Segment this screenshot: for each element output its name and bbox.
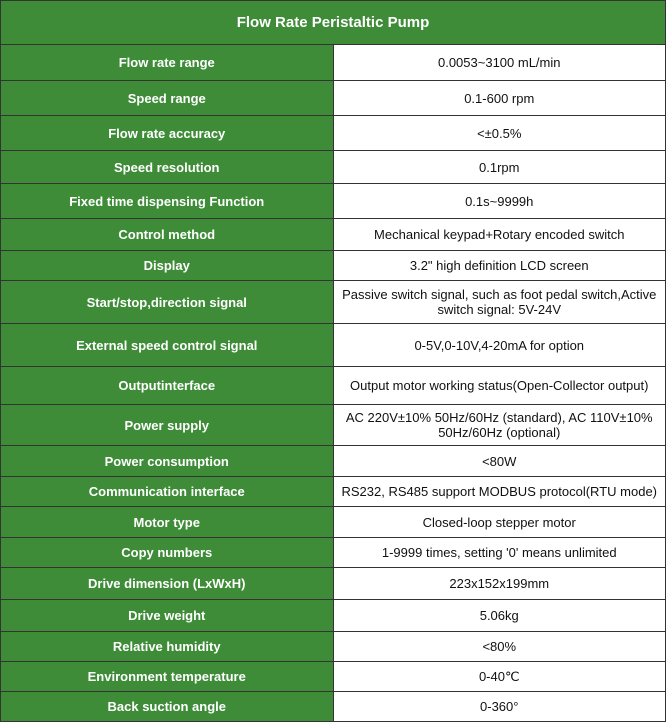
spec-value: 1-9999 times, setting '0' means unlimite…	[332, 537, 666, 568]
spec-rows: Flow rate range 0.0053~3100 mL/min Speed r…	[0, 44, 666, 722]
spec-label: Drive weight	[0, 599, 334, 632]
table-row: Flow rate range 0.0053~3100 mL/min	[0, 44, 666, 81]
spec-value: 0-40℃	[332, 661, 666, 692]
table-row: Flow rate accuracy <±0.5%	[0, 115, 666, 151]
table-row: Speed resolution 0.1rpm	[0, 150, 666, 184]
spec-value: <±0.5%	[332, 115, 666, 151]
spec-value: 0-360°	[332, 691, 666, 722]
spec-value: 3.2" high definition LCD screen	[332, 250, 666, 281]
table-row: Drive dimension (LxWxH) 223x152x199mm	[0, 567, 666, 600]
table-row: Power consumption <80W	[0, 445, 666, 477]
spec-value: 0.0053~3100 mL/min	[332, 44, 666, 81]
table-row: Control method Mechanical keypad+Rotary e…	[0, 218, 666, 251]
spec-label: Flow rate range	[0, 44, 334, 81]
table-row: Fixed time dispensing Function 0.1s~9999h	[0, 183, 666, 219]
spec-label: Environment temperature	[0, 661, 334, 692]
table-row: Outputinterface Output motor working stat…	[0, 366, 666, 405]
spec-label: Communication interface	[0, 476, 334, 507]
spec-value: 223x152x199mm	[332, 567, 666, 600]
table-row: External speed control signal 0-5V,0-10V,…	[0, 323, 666, 367]
table-row: Motor type Closed-loop stepper motor	[0, 506, 666, 538]
spec-label: Power consumption	[0, 445, 334, 477]
table-row: Start/stop,direction signal Passive switc…	[0, 280, 666, 324]
spec-label: Motor type	[0, 506, 334, 538]
spec-value: 0.1rpm	[332, 150, 666, 184]
spec-value: Closed-loop stepper motor	[332, 506, 666, 538]
spec-value: <80%	[332, 631, 666, 662]
spec-value: 0.1s~9999h	[332, 183, 666, 219]
table-row: Speed range 0.1-600 rpm	[0, 80, 666, 116]
spec-value: Passive switch signal, such as foot peda…	[332, 280, 666, 324]
spec-value: 5.06kg	[332, 599, 666, 632]
spec-value: RS232, RS485 support MODBUS protocol(RTU…	[332, 476, 666, 507]
spec-value: 0-5V,0-10V,4-20mA for option	[332, 323, 666, 367]
spec-label: Copy numbers	[0, 537, 334, 568]
table-row: Back suction angle 0-360°	[0, 691, 666, 722]
spec-label: Fixed time dispensing Function	[0, 183, 334, 219]
spec-label: External speed control signal	[0, 323, 334, 367]
spec-value: Output motor working status(Open-Collect…	[332, 366, 666, 405]
spec-label: Display	[0, 250, 334, 281]
spec-label: Start/stop,direction signal	[0, 280, 334, 324]
spec-value: Mechanical keypad+Rotary encoded switch	[332, 218, 666, 251]
spec-label: Drive dimension (LxWxH)	[0, 567, 334, 600]
table-row: Relative humidity <80%	[0, 631, 666, 662]
table-row: Display 3.2" high definition LCD screen	[0, 250, 666, 281]
spec-value: 0.1-600 rpm	[332, 80, 666, 116]
spec-label: Control method	[0, 218, 334, 251]
spec-label: Flow rate accuracy	[0, 115, 334, 151]
table-row: Communication interface RS232, RS485 supp…	[0, 476, 666, 507]
table-header-row: Flow Rate Peristaltic Pump	[0, 0, 666, 45]
table-row: Drive weight 5.06kg	[0, 599, 666, 632]
spec-label: Speed range	[0, 80, 334, 116]
spec-label: Relative humidity	[0, 631, 334, 662]
spec-label: Speed resolution	[0, 150, 334, 184]
table-row: Copy numbers 1-9999 times, setting '0' me…	[0, 537, 666, 568]
table-title: Flow Rate Peristaltic Pump	[0, 0, 666, 45]
spec-value: <80W	[332, 445, 666, 477]
spec-label: Power supply	[0, 404, 334, 446]
spec-label: Outputinterface	[0, 366, 334, 405]
table-row: Power supply AC 220V±10% 50Hz/60Hz (stand…	[0, 404, 666, 446]
spec-label: Back suction angle	[0, 691, 334, 722]
spec-value: AC 220V±10% 50Hz/60Hz (standard), AC 110…	[332, 404, 666, 446]
table-row: Environment temperature 0-40℃	[0, 661, 666, 692]
